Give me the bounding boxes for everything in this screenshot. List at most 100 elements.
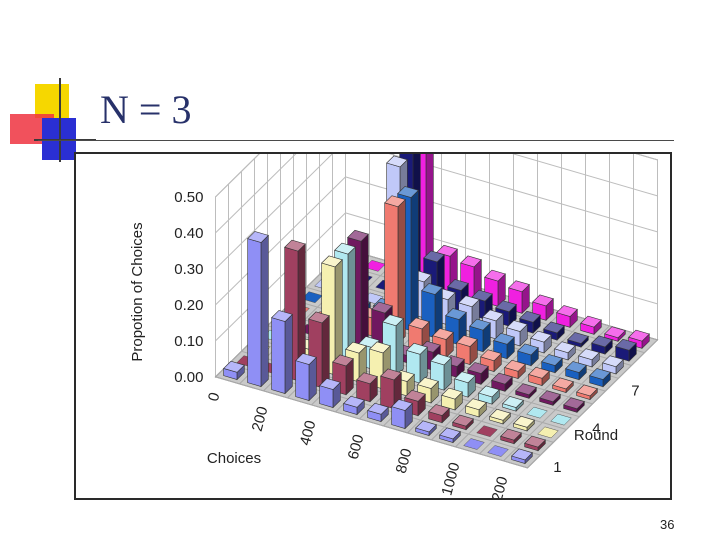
- bar-top-face: [602, 355, 624, 368]
- bar-round-1-choice-0: [223, 360, 245, 381]
- y-tick-label: 1: [553, 459, 561, 476]
- bar-round-7-choice-600: [445, 308, 467, 346]
- x-axis-title: Choices: [207, 450, 261, 467]
- floor-gridline: [527, 339, 658, 469]
- z-tick-label: 0.20: [174, 297, 203, 314]
- bar-top-face: [484, 269, 506, 282]
- bar-top-face: [465, 398, 487, 411]
- bar-top-face: [439, 427, 461, 440]
- bar-top-face: [334, 242, 356, 255]
- bar-top-face: [552, 377, 574, 390]
- bar-front-face: [380, 375, 395, 410]
- bar-round-9-choice-800: [519, 310, 541, 334]
- bar-round-7-choice-1100: [565, 361, 587, 381]
- x-tick-label: 0: [205, 391, 224, 403]
- bar-top-face: [563, 397, 585, 410]
- z-gridline-back: [388, 154, 658, 233]
- bar-top-face: [445, 308, 467, 320]
- bar-round-10-choice-1000: [580, 315, 602, 336]
- bar-top-face: [511, 448, 533, 461]
- bar-round-1-choice-500: [343, 395, 365, 416]
- bar-top-face: [482, 309, 504, 322]
- bar-top-face: [532, 294, 554, 307]
- bar-round-3-choice-800: [441, 387, 463, 411]
- bar-round-7-choice-1200: [589, 368, 611, 388]
- bar-top-face: [223, 360, 245, 373]
- bar-round-9-choice-1100: [591, 335, 613, 355]
- bar-round-6-choice-900: [504, 359, 526, 380]
- bar-round-10-choice-1100: [604, 326, 626, 343]
- bar-round-1-choice-900: [439, 427, 461, 444]
- bar-top-face: [576, 384, 598, 397]
- slide-decoration: [10, 78, 96, 162]
- bar-top-face: [469, 318, 491, 331]
- bar-round-6-choice-1000: [528, 366, 550, 387]
- bar-top-face: [343, 395, 365, 408]
- bar-top-face: [524, 435, 546, 448]
- bar-round-3-choice-1000: [489, 408, 511, 425]
- bar-round-9-choice-1000: [567, 332, 589, 348]
- bar-top-face: [371, 301, 393, 314]
- bar-top-face: [604, 326, 626, 339]
- bar-top-face: [441, 387, 463, 400]
- z-axis-title: Propotion of Choices: [129, 222, 146, 361]
- bar-top-face: [384, 195, 406, 208]
- bar-top-face: [541, 354, 563, 366]
- bar-round-2-choice-600: [380, 368, 402, 410]
- bar-top-face: [495, 300, 517, 313]
- bar-round-2-choice-1200: [524, 435, 546, 452]
- bar-top-face: [284, 239, 306, 252]
- bar-top-face: [432, 328, 454, 340]
- bar-top-face: [478, 385, 500, 398]
- bar-round-4-choice-1200: [550, 413, 572, 426]
- z-gridline-back: [512, 154, 658, 197]
- bar-round-7-choice-500: [421, 283, 443, 339]
- bar-top-face: [513, 415, 535, 428]
- bar-round-2-choice-800: [428, 404, 450, 424]
- x-tick-label: 1200: [487, 475, 512, 498]
- bar-round-1-choice-1100: [487, 445, 509, 457]
- bar-top-face: [543, 321, 565, 334]
- bars: [223, 154, 650, 465]
- x-tick-label: 200: [249, 405, 272, 434]
- bar-top-face: [321, 255, 343, 268]
- bar-round-6-choice-1200: [576, 384, 598, 401]
- bar-side-face: [260, 234, 269, 388]
- bar-top-face: [308, 311, 330, 324]
- bar-top-face: [345, 341, 367, 354]
- floor-gridline: [455, 318, 586, 448]
- bar-top-face: [417, 377, 439, 389]
- zero-marker: [487, 445, 509, 457]
- zero-marker: [476, 425, 498, 438]
- bar-top-face: [382, 314, 404, 327]
- bar-top-face: [452, 414, 474, 427]
- bar-top-face: [528, 366, 550, 379]
- bar-round-8-choice-900: [530, 330, 552, 354]
- bar-round-6-choice-500: [408, 317, 430, 352]
- axis-labels: 0.00 0.10 0.20 0.30 0.40 0.50 0 200 400 600 800 100…: [129, 189, 640, 498]
- bar-round-1-choice-600: [367, 402, 389, 423]
- bar-round-3-choice-1100: [513, 415, 535, 432]
- bar-round-9-choice-1200: [615, 338, 637, 362]
- slide-title: N = 3: [100, 87, 192, 132]
- floor-gridline: [215, 376, 528, 469]
- bar-top-face: [480, 349, 502, 362]
- slide-number: 36: [660, 517, 675, 532]
- bar-round-10-choice-800: [532, 294, 554, 322]
- z-gridline-left: [215, 154, 260, 198]
- bar-top-face: [332, 354, 354, 367]
- bar-round-3-choice-1200: [537, 426, 559, 439]
- x-tick-label: 800: [393, 447, 416, 476]
- bar-top-face: [500, 428, 522, 441]
- bar-round-7-choice-1000: [541, 354, 563, 374]
- bar-round-5-choice-900: [491, 372, 513, 393]
- bar-front-face: [247, 238, 262, 387]
- z-tick-label: 0.00: [174, 369, 203, 386]
- bar-round-5-choice-1000: [515, 383, 537, 400]
- bar-top-face: [589, 368, 611, 380]
- zero-marker: [526, 406, 548, 419]
- bar-top-face: [493, 332, 515, 345]
- z-tick-label: 0.50: [174, 189, 203, 206]
- bar-top-face: [504, 359, 526, 372]
- bar-top-face: [415, 420, 437, 433]
